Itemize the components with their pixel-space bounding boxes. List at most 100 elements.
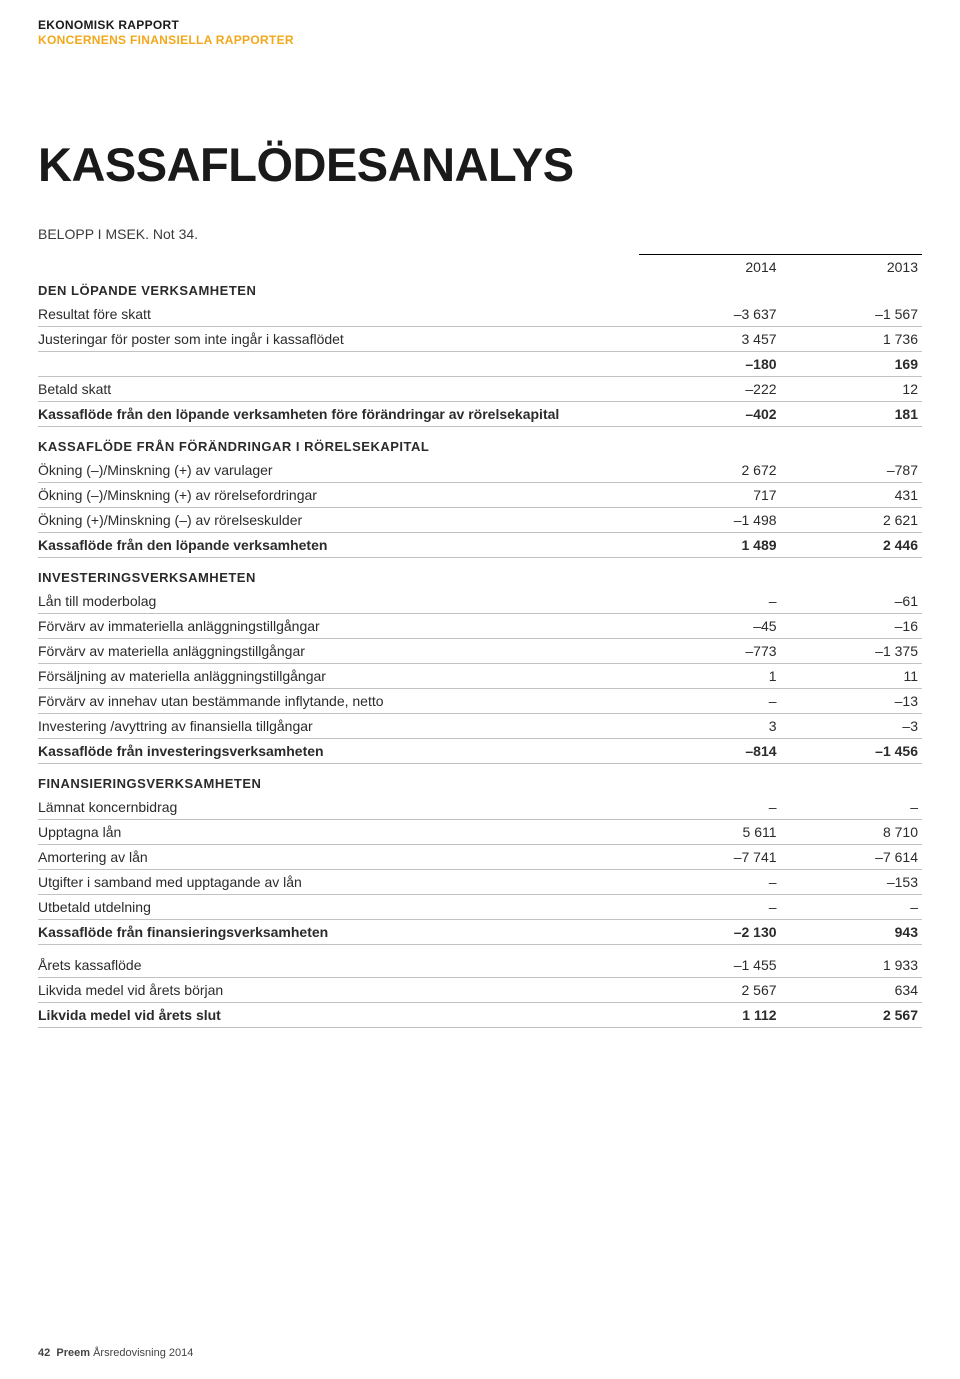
page: EKONOMISK RAPPORT KONCERNENS FINANSIELLA… [0, 0, 960, 1379]
section-heading-label: KASSAFLÖDE FRÅN FÖRÄNDRINGAR I RÖRELSEKA… [38, 435, 922, 458]
row-value-y1: 5 611 [639, 820, 780, 845]
section-heading: INVESTERINGSVERKSAMHETEN [38, 566, 922, 589]
table-row: Ökning (+)/Minskning (–) av rörelseskuld… [38, 508, 922, 533]
row-value-y1: 3 [639, 714, 780, 739]
table-row: Resultat före skatt–3 637–1 567 [38, 302, 922, 327]
row-value-y1: 1 489 [639, 533, 780, 558]
table-row: Kassaflöde från investeringsverksamheten… [38, 739, 922, 764]
row-value-y2: 2 446 [781, 533, 922, 558]
row-value-y1: –402 [639, 402, 780, 427]
row-value-y1: 2 567 [639, 978, 780, 1003]
table-row: Amortering av lån–7 741–7 614 [38, 845, 922, 870]
row-value-y2: 1 933 [781, 953, 922, 978]
row-label: Amortering av lån [38, 845, 639, 870]
footer-text: Årsredovisning 2014 [93, 1347, 193, 1359]
footer-company: Preem [56, 1347, 90, 1359]
row-label: Likvida medel vid årets början [38, 978, 639, 1003]
table-row: Kassaflöde från finansieringsverksamhete… [38, 920, 922, 945]
table-row: Ökning (–)/Minskning (+) av rörelsefordr… [38, 483, 922, 508]
row-value-y2: 431 [781, 483, 922, 508]
table-row: Försäljning av materiella anläggningstil… [38, 664, 922, 689]
row-label: Försäljning av materiella anläggningstil… [38, 664, 639, 689]
table-row: Likvida medel vid årets slut1 1122 567 [38, 1003, 922, 1028]
row-value-y2: –153 [781, 870, 922, 895]
col-year-1: 2014 [639, 255, 780, 280]
table-row: Utbetald utdelning–– [38, 895, 922, 920]
table-row: Förvärv av innehav utan bestämmande infl… [38, 689, 922, 714]
section-heading: DEN LÖPANDE VERKSAMHETEN [38, 279, 922, 302]
row-label: Ökning (+)/Minskning (–) av rörelseskuld… [38, 508, 639, 533]
row-value-y2: –13 [781, 689, 922, 714]
header-block: EKONOMISK RAPPORT KONCERNENS FINANSIELLA… [38, 18, 922, 47]
col-year-2: 2013 [781, 255, 922, 280]
row-value-y1: – [639, 589, 780, 614]
row-value-y2: 8 710 [781, 820, 922, 845]
table-row: Upptagna lån5 6118 710 [38, 820, 922, 845]
row-label: Justeringar för poster som inte ingår i … [38, 327, 639, 352]
row-label: Lämnat koncernbidrag [38, 795, 639, 820]
row-label: Upptagna lån [38, 820, 639, 845]
table-row: Lån till moderbolag––61 [38, 589, 922, 614]
row-value-y1: –773 [639, 639, 780, 664]
row-label: Kassaflöde från den löpande verksamheten… [38, 402, 639, 427]
table-row: Förvärv av materiella anläggningstillgån… [38, 639, 922, 664]
header-line1: EKONOMISK RAPPORT [38, 18, 922, 32]
row-value-y2: – [781, 795, 922, 820]
row-value-y1: 1 [639, 664, 780, 689]
table-row: Kassaflöde från den löpande verksamheten… [38, 533, 922, 558]
row-label: Resultat före skatt [38, 302, 639, 327]
row-label: Årets kassaflöde [38, 953, 639, 978]
row-value-y2: –3 [781, 714, 922, 739]
row-value-y2: 11 [781, 664, 922, 689]
row-label: Förvärv av materiella anläggningstillgån… [38, 639, 639, 664]
row-value-y2: 2 567 [781, 1003, 922, 1028]
row-value-y2: –16 [781, 614, 922, 639]
table-row: Förvärv av immateriella anläggningstillg… [38, 614, 922, 639]
section-heading: FINANSIERINGSVERKSAMHETEN [38, 772, 922, 795]
row-value-y1: –1 455 [639, 953, 780, 978]
footer-page: 42 [38, 1347, 50, 1359]
row-value-y2: –1 375 [781, 639, 922, 664]
row-label: Förvärv av innehav utan bestämmande infl… [38, 689, 639, 714]
row-label: Kassaflöde från investeringsverksamheten [38, 739, 639, 764]
row-value-y1: –45 [639, 614, 780, 639]
row-value-y1: –1 498 [639, 508, 780, 533]
row-value-y2: 634 [781, 978, 922, 1003]
row-value-y1: 1 112 [639, 1003, 780, 1028]
table-year-row: 2014 2013 [38, 255, 922, 280]
row-value-y1: – [639, 870, 780, 895]
row-value-y1: 717 [639, 483, 780, 508]
row-label: Kassaflöde från finansieringsverksamhete… [38, 920, 639, 945]
row-value-y1: – [639, 895, 780, 920]
table-row: –180169 [38, 352, 922, 377]
row-label: Ökning (–)/Minskning (+) av varulager [38, 458, 639, 483]
row-value-y1: –7 741 [639, 845, 780, 870]
table-row: Ökning (–)/Minskning (+) av varulager2 6… [38, 458, 922, 483]
row-value-y2: 1 736 [781, 327, 922, 352]
row-value-y2: –7 614 [781, 845, 922, 870]
row-value-y1: –2 130 [639, 920, 780, 945]
table-row: Årets kassaflöde–1 4551 933 [38, 953, 922, 978]
section-heading-label: DEN LÖPANDE VERKSAMHETEN [38, 279, 922, 302]
footer: 42 Preem Årsredovisning 2014 [38, 1347, 193, 1359]
page-title: KASSAFLÖDESANALYS [38, 137, 922, 192]
row-value-y2: –787 [781, 458, 922, 483]
row-value-y1: –180 [639, 352, 780, 377]
row-value-y2: –1 456 [781, 739, 922, 764]
row-value-y2: 12 [781, 377, 922, 402]
table-row: Investering /avyttring av finansiella ti… [38, 714, 922, 739]
row-value-y2: –61 [781, 589, 922, 614]
cashflow-table: 2014 2013 DEN LÖPANDE VERKSAMHETENResult… [38, 254, 922, 1028]
row-value-y1: –814 [639, 739, 780, 764]
table-row: Justeringar för poster som inte ingår i … [38, 327, 922, 352]
section-heading-label: INVESTERINGSVERKSAMHETEN [38, 566, 922, 589]
row-value-y2: 169 [781, 352, 922, 377]
row-label: Förvärv av immateriella anläggningstillg… [38, 614, 639, 639]
row-value-y1: –222 [639, 377, 780, 402]
row-label: Likvida medel vid årets slut [38, 1003, 639, 1028]
table-row: Likvida medel vid årets början2 567634 [38, 978, 922, 1003]
table-row: Lämnat koncernbidrag–– [38, 795, 922, 820]
subtitle: BELOPP I MSEK. Not 34. [38, 226, 922, 242]
row-label: Investering /avyttring av finansiella ti… [38, 714, 639, 739]
row-value-y2: 2 621 [781, 508, 922, 533]
